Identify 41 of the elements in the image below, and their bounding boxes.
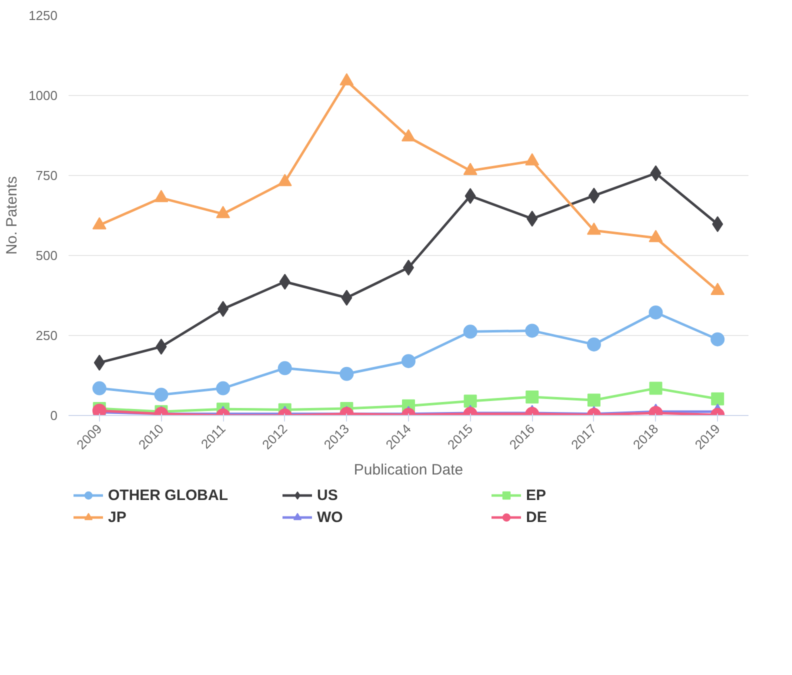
y-tick-label: 500: [36, 248, 58, 263]
point: [402, 129, 416, 142]
point: [587, 394, 600, 407]
y-tick-label: 1000: [28, 88, 58, 103]
legend-label: EP: [526, 486, 548, 504]
point: [525, 153, 540, 166]
point: [586, 337, 601, 352]
point: [154, 190, 168, 202]
point: [92, 381, 106, 396]
y-tick-label: 0: [50, 408, 58, 423]
point: [710, 332, 725, 346]
legend-label: OTHER GLOBAL: [108, 486, 229, 504]
point: [216, 206, 230, 218]
point: [463, 162, 478, 175]
y-tick-label: 1250: [28, 8, 58, 23]
y-tick-label: 250: [36, 328, 58, 343]
point: [711, 392, 724, 406]
point: [463, 324, 478, 339]
point: [526, 390, 539, 404]
point: [648, 230, 663, 242]
y-tick-label: 750: [36, 168, 58, 183]
y-axis-title: No. Patents: [4, 176, 21, 255]
point: [402, 354, 416, 368]
legend-label: DE: [526, 508, 548, 526]
point: [648, 305, 663, 320]
point: [340, 366, 354, 381]
point: [278, 361, 292, 376]
point: [464, 394, 477, 408]
point: [278, 174, 292, 186]
x-axis-title: Publication Date: [354, 461, 464, 478]
point: [649, 382, 662, 395]
point: [710, 282, 725, 295]
legend-label: WO: [317, 508, 344, 526]
point: [340, 73, 354, 86]
point: [154, 388, 168, 402]
legend-label: US: [317, 486, 339, 504]
legend-label: JP: [108, 508, 128, 526]
point: [586, 222, 601, 235]
point: [525, 324, 540, 338]
point: [92, 217, 106, 230]
point: [216, 381, 230, 396]
